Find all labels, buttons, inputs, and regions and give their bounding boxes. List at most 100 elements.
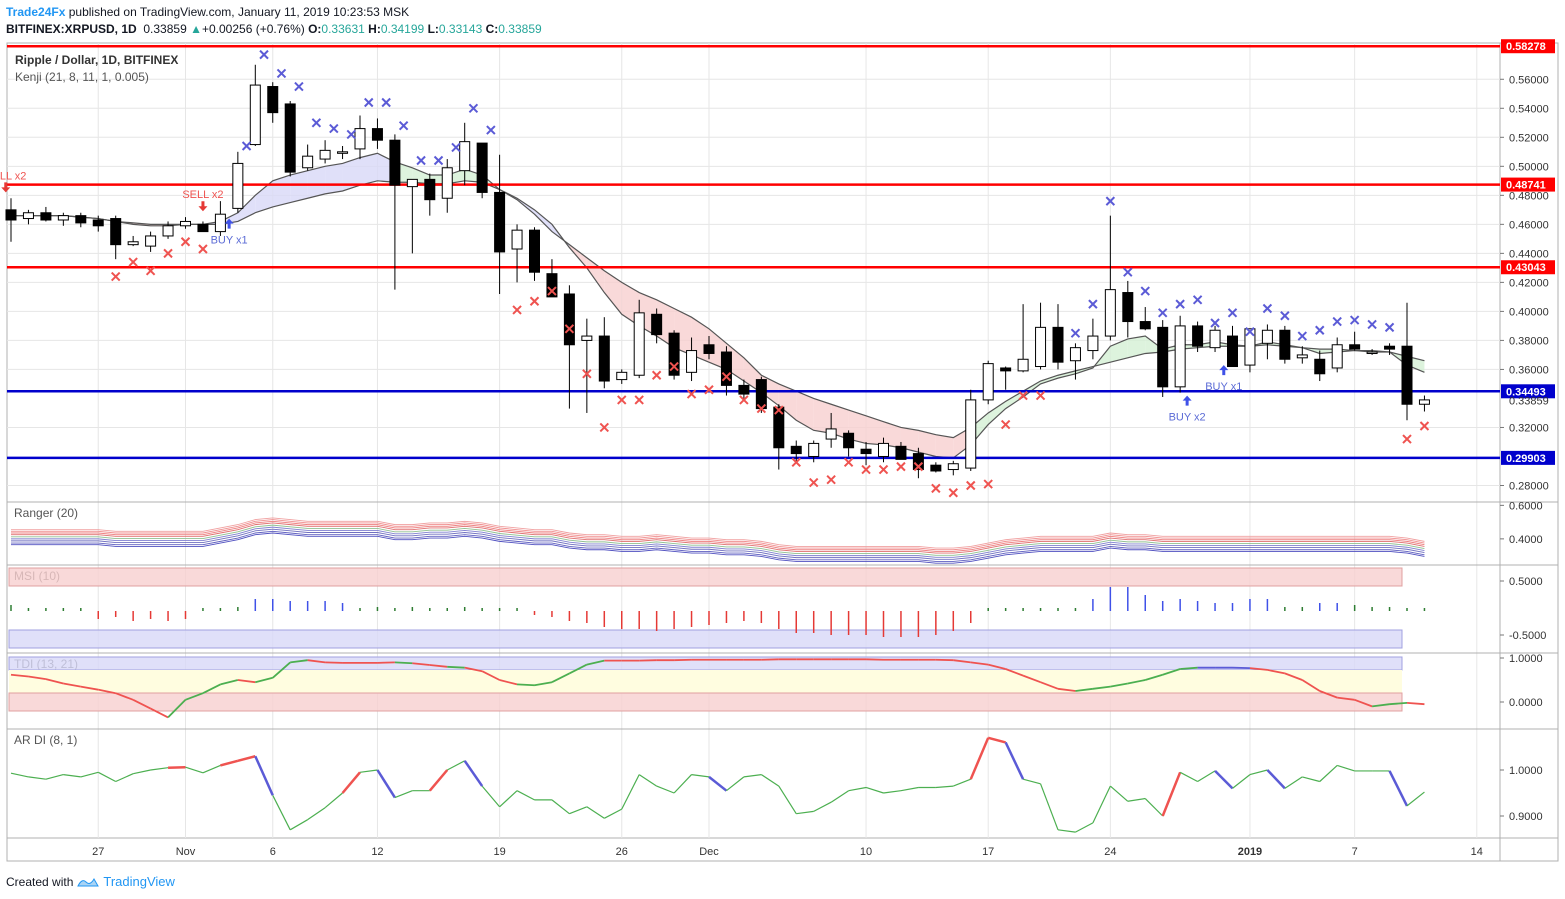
tdi-line-segment bbox=[1180, 666, 1198, 670]
candle bbox=[371, 118, 383, 149]
tdi-line-segment bbox=[1057, 687, 1076, 692]
candle bbox=[1069, 343, 1081, 380]
ardi-line-segment bbox=[691, 774, 710, 778]
candle bbox=[651, 308, 663, 344]
candle bbox=[459, 122, 471, 186]
tdi-line-segment bbox=[185, 692, 204, 701]
tdi-line-segment bbox=[586, 659, 605, 666]
candle-body bbox=[1035, 326, 1047, 368]
candle-body bbox=[1017, 358, 1029, 372]
x-tick-label: 14 bbox=[1471, 846, 1483, 858]
candle bbox=[337, 146, 349, 160]
cross-mark-above bbox=[1070, 328, 1081, 338]
level-price-tag bbox=[1501, 260, 1555, 275]
tdi-line-segment bbox=[10, 673, 29, 678]
tdi-line-segment bbox=[1162, 668, 1181, 676]
candle bbox=[930, 462, 942, 473]
candle-body bbox=[581, 335, 593, 341]
ardi-line-segment bbox=[359, 769, 378, 773]
candle-body bbox=[633, 312, 645, 376]
candle bbox=[40, 206, 52, 222]
panel-tick-label: 1.0000 bbox=[1509, 653, 1543, 665]
candle-body bbox=[1366, 351, 1378, 355]
indicator-label: Kenji (21, 8, 11, 1, 0.005) bbox=[15, 70, 149, 84]
down-arrow-icon bbox=[1, 182, 11, 193]
band-segment bbox=[604, 270, 622, 315]
candle-body bbox=[720, 351, 732, 386]
candle-body bbox=[92, 219, 104, 227]
candle bbox=[1261, 324, 1273, 360]
y-tick-label: 0.44000 bbox=[1509, 248, 1549, 260]
tdi-line-segment bbox=[412, 662, 430, 666]
candle bbox=[110, 215, 122, 260]
candle bbox=[1192, 321, 1204, 353]
candle bbox=[1366, 349, 1378, 355]
candle bbox=[1401, 302, 1413, 421]
publish-info: Trade24Fx published on TradingView.com, … bbox=[6, 5, 409, 19]
ranger-line bbox=[11, 526, 1425, 558]
candle-body bbox=[476, 142, 488, 193]
x-tick-label: Nov bbox=[176, 846, 196, 858]
ardi-line-segment bbox=[569, 806, 588, 815]
close-value: 0.33859 bbox=[498, 22, 542, 36]
candle bbox=[476, 142, 488, 199]
candle bbox=[1296, 346, 1308, 364]
ardi-line-segment bbox=[1214, 770, 1234, 790]
ardi-line-segment bbox=[394, 790, 413, 799]
last-price: 0.33859 bbox=[143, 22, 187, 36]
tdi-line-segment bbox=[220, 679, 239, 686]
candle-body bbox=[389, 139, 401, 186]
candle-body bbox=[1349, 344, 1361, 350]
candle bbox=[1139, 307, 1151, 331]
tdi-line-segment bbox=[464, 666, 483, 673]
candle-body bbox=[1192, 325, 1204, 347]
candle-body bbox=[371, 128, 383, 141]
candle-body bbox=[267, 86, 279, 114]
candle bbox=[249, 64, 261, 147]
tdi-line-segment bbox=[1040, 681, 1059, 690]
publisher-name[interactable]: Trade24Fx bbox=[6, 5, 66, 19]
tdi-line-segment bbox=[115, 692, 134, 701]
candle-body bbox=[1122, 292, 1134, 323]
tdi-line-segment bbox=[167, 699, 187, 719]
candle bbox=[1122, 280, 1134, 338]
x-tick-label: 10 bbox=[860, 846, 872, 858]
ardi-line-segment bbox=[307, 807, 326, 821]
x-tick-label: 26 bbox=[616, 846, 628, 858]
candle-body bbox=[546, 273, 558, 298]
cross-mark-below bbox=[1018, 390, 1028, 401]
tdi-line-segment bbox=[1301, 679, 1321, 692]
cross-mark-below bbox=[1419, 421, 1430, 431]
candle bbox=[790, 440, 802, 463]
created-with-text: Created with bbox=[6, 874, 74, 889]
tdi-line-segment bbox=[1284, 672, 1303, 681]
ardi-line-segment bbox=[237, 754, 256, 763]
band-segment bbox=[586, 257, 605, 293]
cross-mark-above bbox=[381, 97, 391, 108]
ardi-line-segment bbox=[10, 772, 29, 778]
cross-mark-below bbox=[704, 385, 714, 395]
candle bbox=[197, 221, 209, 233]
cross-mark-above bbox=[1384, 322, 1395, 333]
candle-body bbox=[40, 212, 52, 221]
ardi-line-segment bbox=[376, 769, 396, 799]
y-tick-label: 0.32000 bbox=[1509, 422, 1549, 434]
candle bbox=[529, 227, 540, 281]
candle bbox=[92, 215, 104, 232]
tdi-line-segment bbox=[1371, 703, 1390, 708]
candle-body bbox=[895, 445, 907, 460]
ardi-line-segment bbox=[272, 795, 291, 831]
level-price-label: 0.29903 bbox=[1506, 453, 1546, 465]
tdi-line-segment bbox=[1267, 668, 1286, 675]
candle-body bbox=[947, 463, 959, 471]
up-arrow-icon bbox=[224, 218, 234, 229]
buy-signal-label: BUY x1 bbox=[211, 235, 248, 247]
panel-tick-label: 0.0000 bbox=[1509, 697, 1543, 709]
band-segment bbox=[255, 180, 273, 213]
tradingview-brand[interactable]: TradingView bbox=[103, 874, 175, 889]
candle bbox=[581, 318, 593, 413]
down-arrow-icon bbox=[198, 201, 208, 212]
candle bbox=[1035, 302, 1047, 370]
cross-mark-above bbox=[329, 123, 339, 134]
